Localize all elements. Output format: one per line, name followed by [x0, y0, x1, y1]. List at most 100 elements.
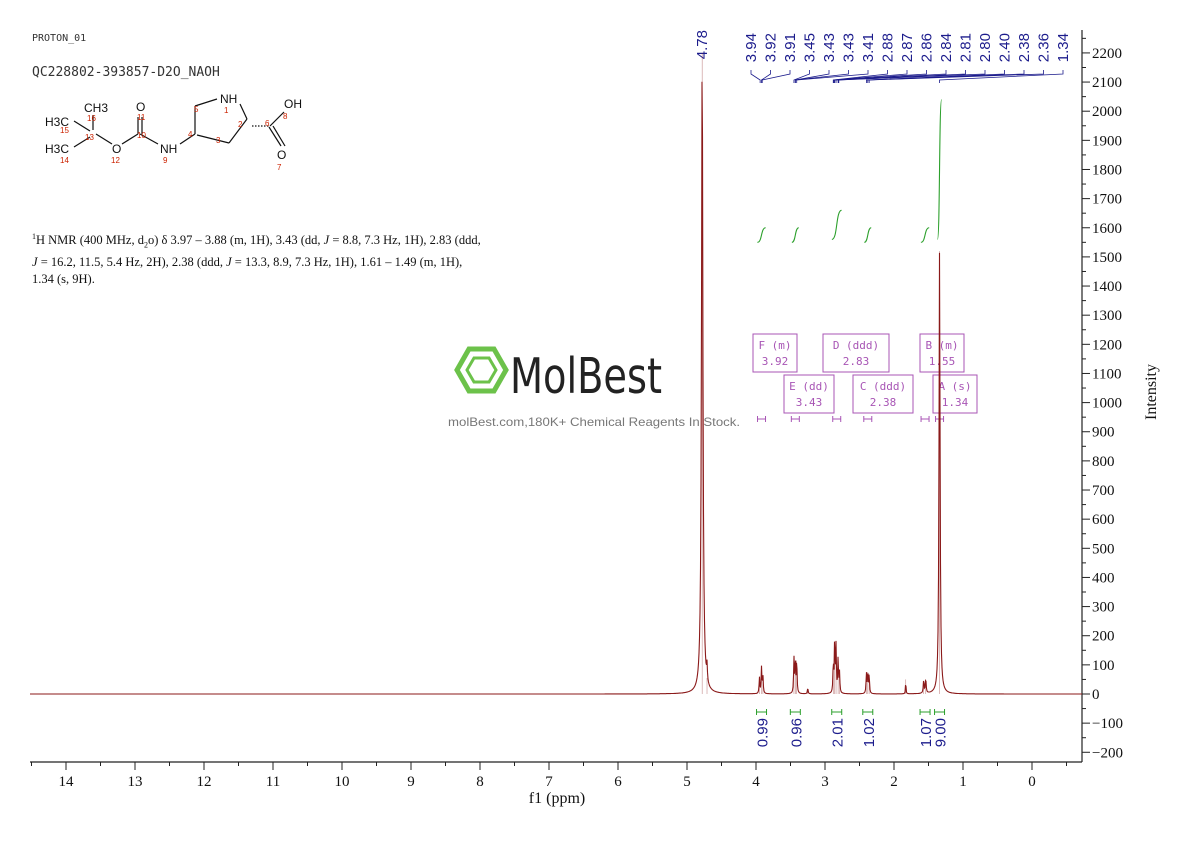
- x-tick-label: 4: [752, 774, 760, 790]
- atom-ester-o: O: [112, 142, 121, 156]
- peak-label: 3.91: [782, 33, 799, 62]
- y-tick-label: 500: [1092, 541, 1115, 557]
- peak-leader: [761, 70, 791, 83]
- y-tick-label: 1100: [1092, 366, 1121, 382]
- integral-value: 2.01: [830, 718, 847, 747]
- watermark-benzene-icon: [454, 346, 509, 394]
- x-tick-label: 9: [407, 774, 415, 790]
- nmr-text-lead: H NMR (400 MHz, d: [36, 233, 144, 248]
- x-tick-label: 7: [545, 774, 553, 790]
- nmr-text-solvent: o) δ 3.97 – 3.88 (m, 1H), 3.43 (dd,: [147, 233, 324, 248]
- y-tick-label: 2200: [1092, 46, 1122, 62]
- atom-h3c-upper: H3C: [45, 115, 69, 129]
- nmr-text-part: = 16.2, 11.5, 5.4 Hz, 2H), 2.38 (ddd,: [37, 254, 227, 269]
- integral-curve: [920, 227, 930, 243]
- atom-acid-o: O: [277, 148, 286, 162]
- integral-value: 0.96: [788, 718, 805, 747]
- peak-label: 2.87: [899, 33, 916, 62]
- atom-number: 8: [283, 112, 288, 121]
- multiplet-boxes: F (m) 3.92 D (ddd) 2.83 B (m) 1.55 E (dd) 3.43 C…: [752, 333, 978, 422]
- y-tick-label: 900: [1092, 425, 1115, 441]
- peak-leader: [796, 70, 869, 83]
- y-tick-label: 2100: [1092, 75, 1122, 91]
- peak-leader: [866, 70, 1005, 83]
- chemical-structure: CH3 H3C H3C O O NH NH OH O 16 15 13 14 1…: [45, 92, 302, 172]
- y-tick-label: 1000: [1092, 396, 1122, 412]
- integral-labels: 0.99 0.96 2.01 1.02 1.079.00: [755, 709, 950, 747]
- y-tick-label: 100: [1092, 658, 1115, 674]
- y-tick-label: 1400: [1092, 279, 1122, 295]
- nmr-description: 1H NMR (400 MHz, d2o) δ 3.97 – 3.88 (m, …: [32, 228, 482, 288]
- y-tick-label: 1700: [1092, 192, 1122, 208]
- y-tick-label: 1600: [1092, 221, 1122, 237]
- y-tick-label: −100: [1092, 716, 1123, 732]
- multiplet-label: E (dd): [789, 380, 829, 393]
- atom-number: 15: [60, 126, 69, 135]
- atom-number: 2: [238, 120, 243, 129]
- multiplet-label: F (m): [758, 339, 791, 352]
- peak-label: 3.94: [743, 33, 760, 62]
- multiplet-shift: 1.34: [942, 396, 969, 409]
- atom-nh-ring: NH: [220, 92, 237, 106]
- peak-label: 3.45: [802, 33, 819, 62]
- peak-label: 2.88: [880, 33, 897, 62]
- integral-value: 1.07: [918, 718, 935, 747]
- x-tick-label: 14: [59, 774, 75, 790]
- multiplet-box: [752, 333, 798, 373]
- x-tick-label: 3: [821, 774, 829, 790]
- multiplet-shift: 3.92: [762, 355, 789, 368]
- peak-leader: [793, 70, 810, 83]
- x-tick-label: 10: [335, 774, 350, 790]
- multiplet-box: [852, 374, 914, 414]
- peak-leader: [939, 70, 1064, 83]
- multiplet-label: C (ddd): [860, 380, 906, 393]
- peak-leader: [837, 70, 966, 83]
- atom-number: 7: [277, 163, 282, 172]
- solvent-subscript: 2: [143, 240, 148, 250]
- atom-oh: OH: [284, 97, 302, 111]
- atom-number: 12: [111, 156, 120, 165]
- nmr-text-part: = 8.8, 7.3 Hz, 1H), 2.83 (ddd,: [329, 233, 481, 248]
- multiplet-shift: 1.55: [929, 355, 956, 368]
- y-tick-label: 1200: [1092, 337, 1122, 353]
- x-tick-label: 0: [1028, 774, 1036, 790]
- peak-leader: [761, 70, 771, 83]
- x-tick-label: 5: [683, 774, 691, 790]
- peak-label: 2.36: [1036, 33, 1053, 62]
- watermark-brand: MolBest: [510, 348, 662, 405]
- peak-leader: [794, 70, 849, 83]
- integral-value: 1.02: [861, 718, 878, 747]
- y-tick-label: 1900: [1092, 133, 1122, 149]
- integral-curve: [831, 209, 842, 240]
- multiplet-shift: 3.43: [796, 396, 823, 409]
- peak-leader: [868, 70, 1044, 83]
- y-tick-label: 800: [1092, 454, 1115, 470]
- spectrum-line: [30, 81, 1082, 695]
- y-tick-label: 300: [1092, 600, 1115, 616]
- peak-label: 1.34: [1055, 33, 1072, 62]
- sample-name: QC228802-393857-D2O_NAOH: [32, 65, 220, 80]
- x-axis-label: f1 (ppm): [529, 790, 585, 807]
- peak-label: 3.92: [763, 33, 780, 62]
- y-axis-label: Intensity: [1143, 364, 1160, 420]
- integral-value: 0.99: [755, 718, 772, 747]
- multiplet-box: [919, 333, 965, 373]
- atom-number: 10: [137, 131, 146, 140]
- nmr-text-part: = 13.3, 8.9, 7.3 Hz, 1H), 1.61 – 1.49 (m…: [32, 254, 463, 286]
- atom-number: 5: [194, 105, 199, 114]
- peak-label: 2.40: [997, 33, 1014, 62]
- atom-ch3-top: CH3: [84, 101, 108, 115]
- atom-number: 1: [224, 106, 229, 115]
- x-tick-label: 2: [890, 774, 898, 790]
- atom-number: 4: [188, 130, 193, 139]
- atom-number: 14: [60, 156, 69, 165]
- watermark-tagline: molBest.com,180K+ Chemical Reagents In S…: [448, 415, 740, 429]
- integral-value: 9.00: [933, 718, 950, 747]
- x-ticks: 14 13 12 11 10 9 8 7 6 5 4 3 2 1 0: [31, 762, 1067, 790]
- atom-h3c-lower: H3C: [45, 142, 69, 156]
- x-tick-label: 6: [614, 774, 622, 790]
- y-tick-label: 1800: [1092, 162, 1122, 178]
- atom-number: 16: [87, 114, 96, 123]
- peak-label: 2.38: [1016, 33, 1033, 62]
